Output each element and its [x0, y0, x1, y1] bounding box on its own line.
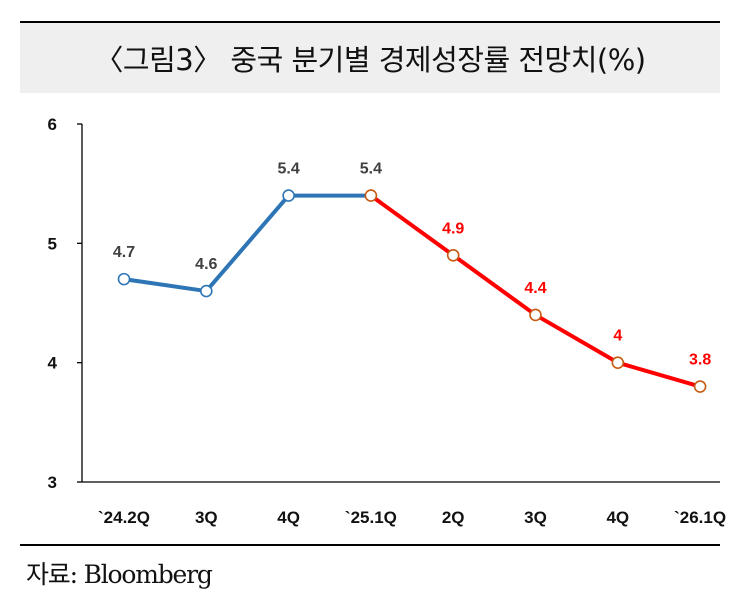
- data-point-actual: [282, 189, 295, 202]
- data-label: 3.8: [689, 352, 711, 369]
- data-point-forecast: [446, 248, 460, 262]
- x-tick-label: 3Q: [195, 508, 218, 527]
- data-label: 4.4: [524, 280, 546, 297]
- source-note: 자료: Bloomberg: [26, 560, 213, 589]
- x-tick-label: 4Q: [606, 508, 629, 527]
- data-point-forecast: [611, 356, 625, 369]
- data-point-forecast: [529, 308, 542, 322]
- data-label: 5.4: [360, 161, 382, 178]
- page-title: 〈그림3〉 중국 분기별 경제성장률 전망치(%): [94, 43, 646, 77]
- data-label: 5.4: [277, 161, 299, 178]
- y-tick-label: 6: [48, 115, 57, 134]
- series-line-actual: [122, 193, 373, 294]
- data-label: 4.7: [113, 244, 135, 261]
- data-point-actual: [200, 284, 213, 298]
- data-label: 4: [613, 328, 622, 345]
- top-rule: [20, 21, 720, 23]
- y-tick-label: 5: [48, 234, 57, 253]
- x-tick-label: 3Q: [524, 508, 547, 527]
- bottom-rule: [20, 544, 720, 546]
- data-point-forecast: [364, 189, 378, 202]
- data-point-actual: [117, 272, 131, 286]
- x-tick-label: 2Q: [442, 508, 465, 527]
- x-tick-label: `25.1Q: [345, 508, 397, 527]
- data-label: 4.9: [442, 220, 464, 237]
- data-point-forecast: [693, 380, 707, 393]
- y-tick-label: 4: [48, 354, 58, 373]
- data-label: 4.6: [195, 256, 217, 273]
- y-tick-label: 3: [48, 473, 57, 492]
- x-tick-label: `26.1Q: [674, 508, 726, 527]
- x-tick-label: `24.2Q: [98, 508, 150, 527]
- title-bar: 〈그림3〉 중국 분기별 경제성장률 전망치(%): [20, 23, 720, 93]
- x-tick-label: 4Q: [277, 508, 300, 527]
